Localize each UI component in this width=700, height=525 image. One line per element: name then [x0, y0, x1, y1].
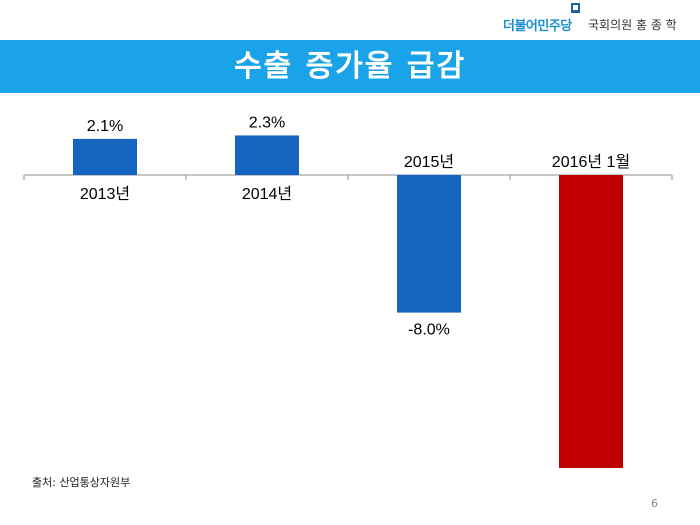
category-label: 2014년	[242, 185, 292, 203]
party-logo: 더불어민주당	[503, 19, 572, 34]
member-name: 국회의원 홍 종 학	[588, 18, 677, 32]
bar	[397, 175, 461, 313]
category-label: 2015년	[404, 153, 454, 171]
bar	[235, 135, 299, 175]
page-number: 6	[651, 497, 658, 510]
page-title: 수출 증가율 급감	[233, 49, 467, 84]
title-banner: 수출 증가율 급감	[0, 40, 700, 93]
source-note: 출처: 산업통상자원부	[32, 476, 131, 489]
category-label: 2013년	[80, 185, 130, 203]
bar-chart: 2.1%2013년2.3%2014년-8.0%2015년-18.5%2016년 …	[23, 114, 673, 468]
party-logo-icon	[571, 3, 580, 13]
category-label: 2016년 1월	[552, 153, 630, 171]
top-bar: 더불어민주당 국회의원 홍 종 학	[0, 0, 700, 40]
data-label: -8.0%	[408, 322, 450, 339]
bar	[73, 138, 137, 175]
data-label: 2.3%	[249, 114, 285, 131]
bar	[559, 175, 623, 468]
data-label: 2.1%	[87, 118, 123, 135]
